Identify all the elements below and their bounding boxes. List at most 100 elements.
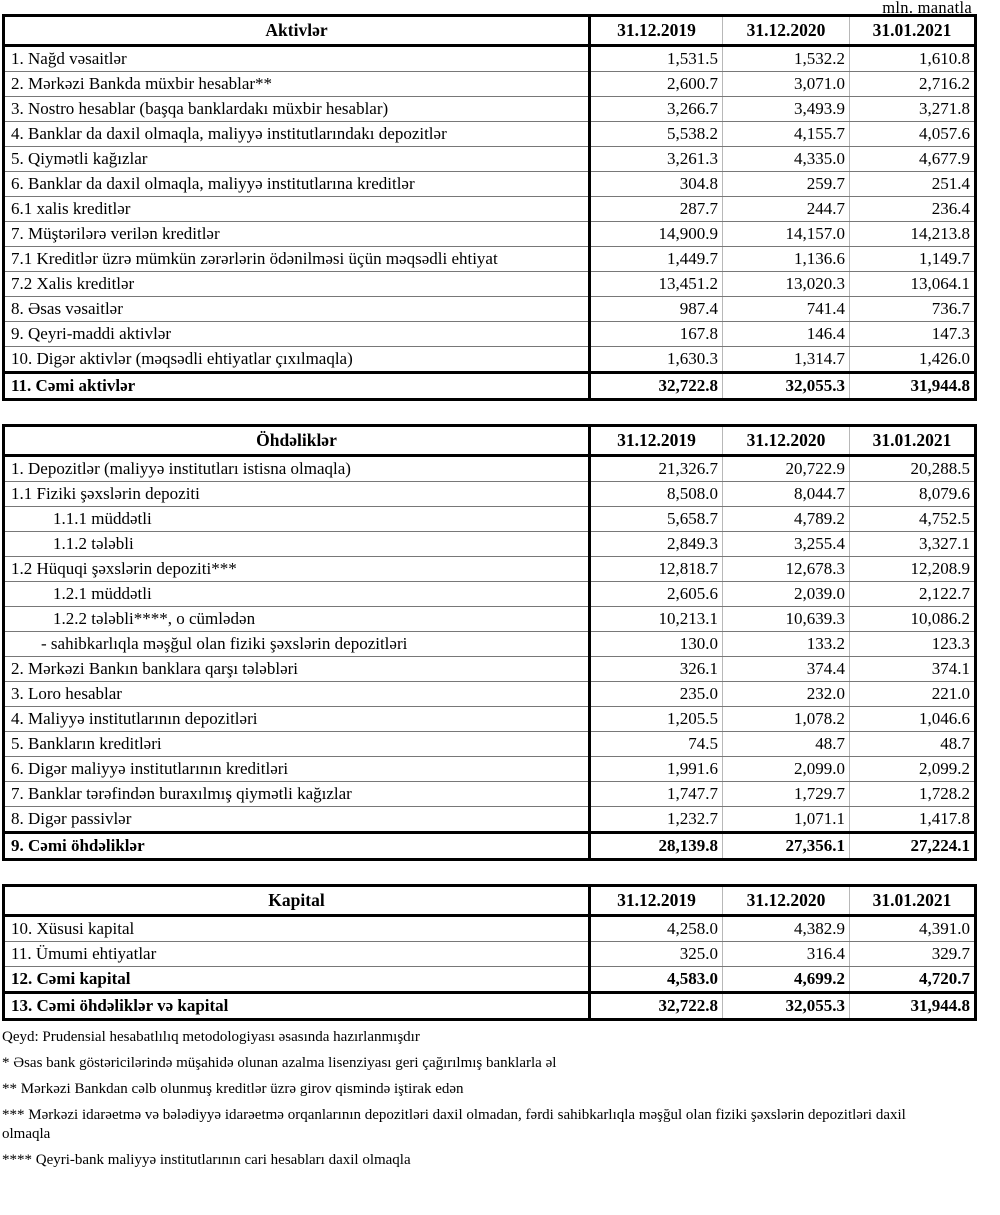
cell-value: 4,789.2	[722, 506, 850, 532]
table-row: 7.2 Xalis kreditlər 13,451.2 13,020.3 13,06…	[3, 271, 976, 297]
column-header-2021: 31.01.2021	[849, 885, 976, 917]
liabilities-header-row: Öhdəliklər 31.12.2019 31.12.2020 31.01.2…	[3, 425, 976, 457]
table-row: 10. Digər aktivlər (məqsədli ehtiyatlar …	[3, 346, 976, 373]
column-header-2019: 31.12.2019	[589, 425, 723, 457]
cell-value: 10,213.1	[589, 606, 723, 632]
row-label: 1. Depozitlər (maliyyə institutları isti…	[3, 455, 591, 482]
row-label: 4. Banklar da daxil olmaqla, maliyyə ins…	[3, 121, 591, 147]
row-label: 6. Banklar da daxil olmaqla, maliyyə ins…	[3, 171, 591, 197]
row-label: 11. Cəmi aktivlər	[3, 371, 591, 400]
column-header-2020: 31.12.2020	[722, 885, 850, 917]
cell-value: 167.8	[589, 321, 723, 347]
row-label: 7.1 Kreditlər üzrə mümkün zərərlərin ödə…	[3, 246, 591, 272]
footnote-3: *** Mərkəzi idarəetmə və bələdiyyə idarə…	[2, 1107, 906, 1142]
cell-value: 130.0	[589, 631, 723, 657]
cell-value: 12,678.3	[722, 556, 850, 582]
cell-value: 374.4	[722, 656, 850, 682]
table-row: - sahibkarlıqla məşğul olan fiziki şəxsl…	[3, 631, 976, 657]
cell-value: 1,991.6	[589, 756, 723, 782]
cell-value: 4,155.7	[722, 121, 850, 147]
cell-value: 3,271.8	[849, 96, 976, 122]
table-row: 1.2.2 tələbli****, o cümlədən 10,213.1 10,…	[3, 606, 976, 632]
cell-value: 14,157.0	[722, 221, 850, 247]
table-row: 6. Digər maliyyə institutlarının kreditl…	[3, 756, 976, 782]
row-label: 1.1.2 tələbli	[3, 531, 591, 557]
cell-value: 1,531.5	[589, 45, 723, 72]
column-header-2021: 31.01.2021	[849, 15, 976, 47]
cell-value: 1,747.7	[589, 781, 723, 807]
cell-value: 32,722.8	[589, 991, 723, 1020]
table-row: 7.1 Kreditlər üzrə mümkün zərərlərin ödə…	[3, 246, 976, 272]
cell-value: 31,944.8	[849, 991, 976, 1020]
cell-value: 1,071.1	[722, 806, 850, 833]
cell-value: 329.7	[849, 941, 976, 967]
table-row: 7. Banklar tərəfindən buraxılmış qiymətl…	[3, 781, 976, 807]
cell-value: 3,071.0	[722, 71, 850, 97]
cell-value: 1,078.2	[722, 706, 850, 732]
cell-value: 4,677.9	[849, 146, 976, 172]
row-label-text: 7.1 Kreditlər üzrə mümkün zərərlərin ödə…	[11, 249, 498, 268]
table-row: 1. Nağd vəsaitlər 1,531.5 1,532.2 1,610.8	[3, 45, 976, 72]
table-row: 2. Mərkəzi Bankda müxbir hesablar** 2,600…	[3, 71, 976, 97]
cell-value: 741.4	[722, 296, 850, 322]
cell-value: 3,261.3	[589, 146, 723, 172]
column-header-2019: 31.12.2019	[589, 885, 723, 917]
table-row: 1.2.1 müddətli 2,605.6 2,039.0 2,122.7	[3, 581, 976, 607]
cell-value: 235.0	[589, 681, 723, 707]
cell-value: 13,020.3	[722, 271, 850, 297]
row-label: 1.1.1 müddətli	[3, 506, 591, 532]
cell-value: 1,314.7	[722, 346, 850, 373]
cell-value: 236.4	[849, 196, 976, 222]
cell-value: 2,849.3	[589, 531, 723, 557]
cell-value: 10,639.3	[722, 606, 850, 632]
table-row: 3. Loro hesablar 235.0 232.0 221.0	[3, 681, 976, 707]
footnote-2: ** Mərkəzi Bankdan cəlb olunmuş kreditlə…	[2, 1081, 464, 1097]
cell-value: 12,208.9	[849, 556, 976, 582]
table-row: 7. Müştərilərə verilən kreditlər 14,900.9…	[3, 221, 976, 247]
cell-value: 2,099.2	[849, 756, 976, 782]
cell-value: 4,752.5	[849, 506, 976, 532]
cell-value: 1,136.6	[722, 246, 850, 272]
cell-value: 4,391.0	[849, 915, 976, 942]
row-label: 6. Digər maliyyə institutlarının kreditl…	[3, 756, 591, 782]
cell-value: 4,699.2	[722, 966, 850, 993]
cell-value: 5,538.2	[589, 121, 723, 147]
cell-value: 1,449.7	[589, 246, 723, 272]
cell-value: 2,605.6	[589, 581, 723, 607]
cell-value: 987.4	[589, 296, 723, 322]
cell-value: 3,327.1	[849, 531, 976, 557]
table-row: 1.1 Fiziki şəxslərin depoziti 8,508.0 8,04…	[3, 481, 976, 507]
cell-value: 20,288.5	[849, 455, 976, 482]
capital-table: Kapital 31.12.2019 31.12.2020 31.01.2021…	[2, 884, 977, 1021]
cell-value: 1,205.5	[589, 706, 723, 732]
table-row: 5. Qiymətli kağızlar 3,261.3 4,335.0 4,677.…	[3, 146, 976, 172]
row-label: 1.1 Fiziki şəxslərin depoziti	[3, 481, 591, 507]
cell-value: 1,417.8	[849, 806, 976, 833]
cell-value: 20,722.9	[722, 455, 850, 482]
row-label: 10. Xüsusi kapital	[3, 915, 591, 942]
table-row: 1.2 Hüquqi şəxslərin depoziti*** 12,818.7…	[3, 556, 976, 582]
row-label: 1. Nağd vəsaitlər	[3, 45, 591, 72]
cell-value: 8,508.0	[589, 481, 723, 507]
cell-value: 5,658.7	[589, 506, 723, 532]
row-label: 1.2 Hüquqi şəxslərin depoziti***	[3, 556, 591, 582]
footnote-1: * Əsas bank göstəricilərində müşahidə ol…	[2, 1055, 557, 1071]
cell-value: 374.1	[849, 656, 976, 682]
cell-value: 13,451.2	[589, 271, 723, 297]
cell-value: 48.7	[722, 731, 850, 757]
note-line: Qeyd: Prudensial hesabatlılıq metodologi…	[2, 1029, 420, 1045]
row-label: 8. Əsas vəsaitlər	[3, 296, 591, 322]
assets-table: Aktivlər 31.12.2019 31.12.2020 31.01.202…	[2, 14, 977, 401]
cell-value: 133.2	[722, 631, 850, 657]
cell-value: 251.4	[849, 171, 976, 197]
table-row: 4. Maliyyə institutlarının depozitləri 1,…	[3, 706, 976, 732]
cell-value: 28,139.8	[589, 831, 723, 860]
row-label: 3. Loro hesablar	[3, 681, 591, 707]
cell-value: 2,099.0	[722, 756, 850, 782]
cell-value: 4,583.0	[589, 966, 723, 993]
cell-value: 1,426.0	[849, 346, 976, 373]
table-row: 4. Banklar da daxil olmaqla, maliyyə ins…	[3, 121, 976, 147]
cell-value: 32,055.3	[722, 991, 850, 1020]
table-row: 11. Cəmi aktivlər 32,722.8 32,055.3 31,944.…	[3, 371, 976, 400]
table-row: 8. Digər passivlər 1,232.7 1,071.1 1,417.8	[3, 806, 976, 833]
